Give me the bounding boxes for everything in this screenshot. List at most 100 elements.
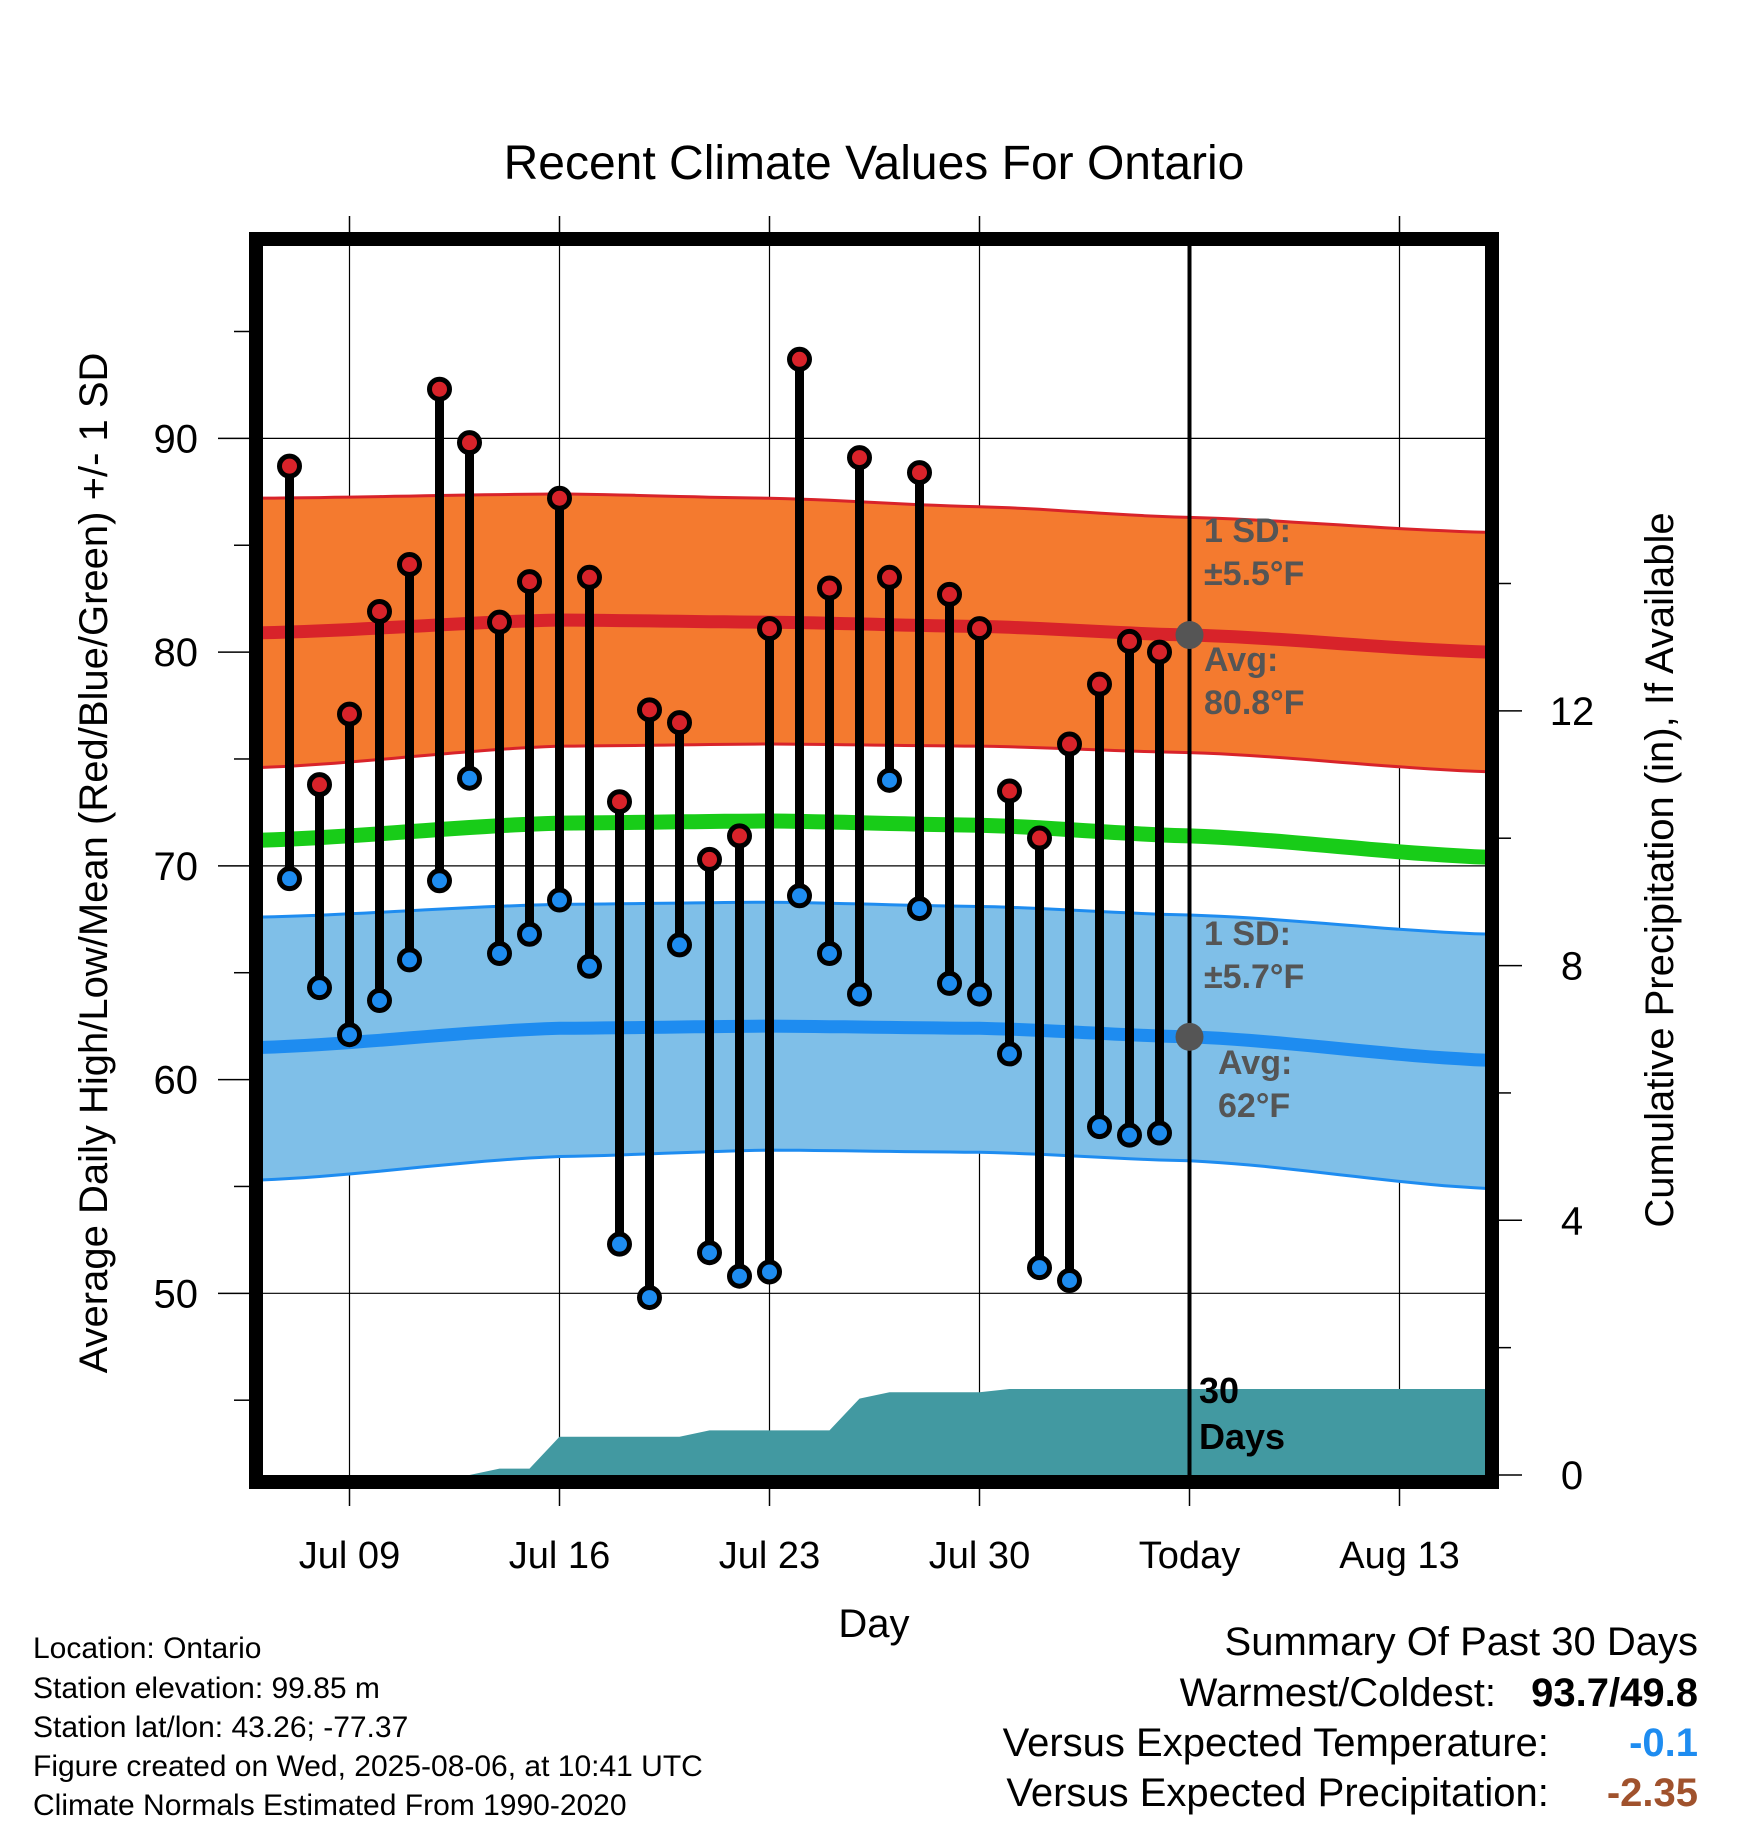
daily-low-point — [427, 868, 452, 894]
low-sd-annotation-line-1: 1 SD: — [1204, 915, 1291, 953]
daily-low-point — [697, 1240, 722, 1266]
daily-high-point — [997, 778, 1022, 804]
daily-low-point — [997, 1041, 1022, 1067]
daily-high-point — [667, 710, 692, 736]
daily-high-point — [787, 346, 812, 372]
summary-warmest-sep: / — [1609, 1671, 1621, 1715]
summary-warmest-label: Warmest/Coldest: — [1179, 1671, 1497, 1715]
daily-low-point — [607, 1231, 632, 1257]
y2-tick-label-4: 4 — [1561, 1199, 1583, 1243]
summary-temp-row: Versus Expected Temperature: -0.1 — [1003, 1721, 1698, 1766]
high-avg-annotation-line-2: 80.8°F — [1204, 684, 1305, 722]
x-tick-label-today: Today — [1139, 1535, 1240, 1577]
daily-low-point — [367, 987, 392, 1013]
footer-normals: Climate Normals Estimated From 1990-2020 — [33, 1789, 627, 1822]
footer-location: Location: Ontario — [33, 1632, 262, 1665]
daily-low-point — [577, 953, 602, 979]
low-sd-band — [263, 902, 1485, 1189]
high-normal-line — [263, 613, 1485, 659]
summary-warmest-high: 93.7 — [1531, 1671, 1610, 1715]
daily-low-point — [877, 767, 902, 793]
low-normal-line — [263, 1019, 1485, 1067]
chart-title: Recent Climate Values For Ontario — [504, 137, 1245, 190]
daily-high-point — [637, 697, 662, 723]
y2-tick-label-12: 12 — [1550, 690, 1595, 734]
summary-precip-value: -2.35 — [1606, 1771, 1698, 1815]
daily-low-point — [937, 970, 962, 996]
summary-title: Summary Of Past 30 Days — [1224, 1620, 1698, 1664]
daily-high-point — [1117, 628, 1142, 654]
daily-low-point — [1087, 1114, 1112, 1140]
high-sd-annotation-line-2: ±5.5°F — [1204, 555, 1304, 593]
daily-high-point — [607, 789, 632, 815]
daily-low-point — [457, 765, 482, 791]
y-axis-label: Average Daily High/Low/Mean (Red/Blue/Gr… — [72, 353, 116, 1374]
high-sd-band-lower-edge — [263, 742, 1485, 774]
low-sd-band-upper-edge — [263, 900, 1485, 936]
today-low-avg-marker — [1175, 1022, 1204, 1051]
footer-latlon: Station lat/lon: 43.26; -77.37 — [33, 1711, 409, 1744]
daily-high-point — [757, 616, 782, 642]
daily-high-point — [1057, 731, 1082, 757]
y-tick-label-70: 70 — [154, 845, 199, 889]
y-tick-label-80: 80 — [154, 631, 199, 675]
daily-low-point — [637, 1285, 662, 1311]
x-tick-label-jul-09: Jul 09 — [299, 1535, 400, 1577]
low-avg-annotation-line-1: Avg: — [1218, 1044, 1292, 1082]
low-sd-band-lower-edge — [263, 1148, 1485, 1190]
summary-warmest-value: 93.7/49.8 — [1531, 1671, 1698, 1716]
daily-low-point — [817, 940, 842, 966]
summary-precip-label: Versus Expected Precipitation: — [1006, 1771, 1549, 1815]
daily-high-point — [517, 569, 542, 595]
daily-low-point — [667, 932, 692, 958]
summary-temp-value: -0.1 — [1629, 1721, 1698, 1765]
daily-high-point — [937, 581, 962, 607]
daily-high-point — [367, 598, 392, 624]
daily-high-point — [337, 701, 362, 727]
y-tick-label-60: 60 — [154, 1059, 199, 1103]
daily-high-point — [427, 376, 452, 402]
daily-low-point — [517, 921, 542, 947]
daily-high-point — [847, 445, 872, 471]
daily-high-point — [457, 430, 482, 456]
daily-high-point — [1147, 639, 1172, 665]
summary-coldest-low: 49.8 — [1620, 1671, 1698, 1715]
daily-high-point — [577, 564, 602, 590]
plot-area: 1 SD: ±5.5°F Avg: 80.8°F 1 SD: ±5.7°F Avg: 62°F… — [154, 216, 1595, 1577]
daily-high-point — [817, 575, 842, 601]
low-avg-annotation-line-2: 62°F — [1218, 1087, 1290, 1125]
footer-elevation: Station elevation: 99.85 m — [33, 1672, 380, 1705]
daily-low-point — [277, 866, 302, 892]
daily-high-point — [397, 551, 422, 577]
daily-high-point — [277, 453, 302, 479]
daily-high-point — [907, 460, 932, 486]
summary-temp-label: Versus Expected Temperature: — [1002, 1721, 1549, 1765]
x-tick-label-jul-23: Jul 23 — [719, 1535, 820, 1577]
x-axis-label: Day — [838, 1602, 909, 1646]
high-avg-annotation-line-1: Avg: — [1204, 641, 1278, 679]
summary-precip-row: Versus Expected Precipitation: -2.35 — [1006, 1771, 1698, 1816]
daily-low-point — [907, 896, 932, 922]
daily-low-point — [307, 975, 332, 1001]
x-tick-label-jul-16: Jul 16 — [509, 1535, 610, 1577]
daily-low-point — [487, 940, 512, 966]
footer-created: Figure created on Wed, 2025-08-06, at 10… — [33, 1750, 703, 1783]
daily-low-point — [787, 883, 812, 909]
y2-tick-label-8: 8 — [1561, 945, 1583, 989]
high-sd-band-upper-edge — [263, 492, 1485, 534]
daily-high-point — [1027, 825, 1052, 851]
x-tick-label-aug-13: Aug 13 — [1339, 1535, 1459, 1577]
plot-content: 1 SD: ±5.5°F Avg: 80.8°F 1 SD: ±5.7°F Avg: 62°F… — [263, 246, 1485, 1475]
daily-high-point — [967, 616, 992, 642]
y2-axis-label: Cumulative Precipitation (in), If Availa… — [1638, 512, 1682, 1227]
summary-warmest-row: Warmest/Coldest: 93.7/49.8 — [1180, 1671, 1698, 1716]
today-window-label-1: 30 — [1199, 1370, 1239, 1411]
plot-frame — [249, 232, 1499, 1489]
today-window-label-2: Days — [1199, 1416, 1285, 1457]
daily-low-point — [967, 981, 992, 1007]
high-sd-annotation-line-1: 1 SD: — [1204, 512, 1291, 550]
x-tick-label-jul-30: Jul 30 — [929, 1535, 1030, 1577]
y2-tick-label-0: 0 — [1561, 1454, 1583, 1498]
daily-low-point — [1027, 1255, 1052, 1281]
